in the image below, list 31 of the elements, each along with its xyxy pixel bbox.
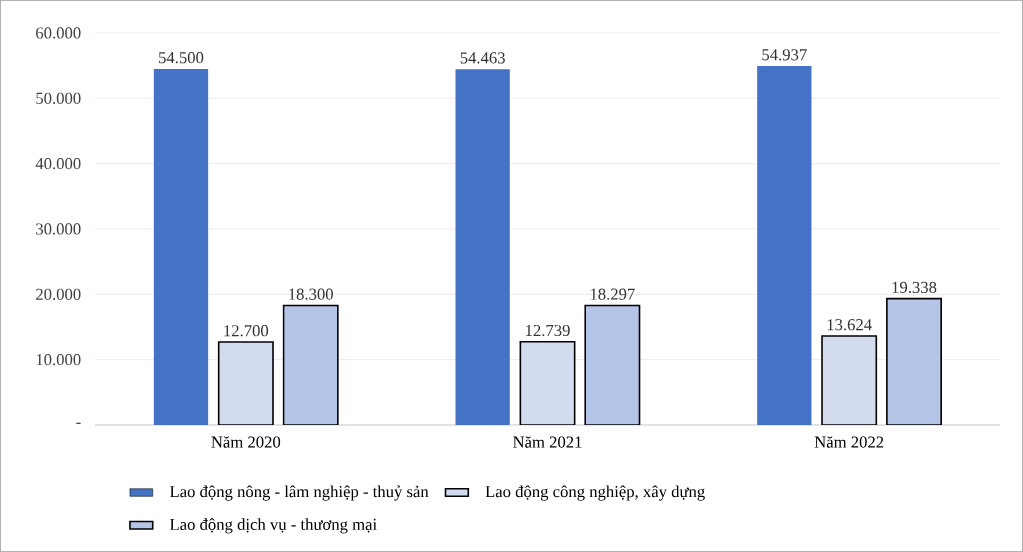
data-label: 12.700 bbox=[224, 325, 269, 337]
bar bbox=[757, 66, 812, 425]
bar bbox=[455, 69, 510, 425]
bar bbox=[217, 341, 274, 425]
x-tick-label: Năm 2020 bbox=[211, 436, 281, 448]
legend-label: Lao động công nghiệp, xây dựng bbox=[485, 485, 705, 501]
bar bbox=[584, 304, 641, 425]
data-label: 54.500 bbox=[159, 52, 204, 64]
data-label: 54.463 bbox=[460, 52, 505, 64]
data-label: 54.937 bbox=[762, 49, 807, 61]
y-tick-label: 10.000 bbox=[36, 354, 81, 366]
data-label: 13.624 bbox=[827, 319, 872, 331]
bar bbox=[153, 68, 209, 425]
y-tick-label: 60.000 bbox=[36, 27, 81, 39]
x-tick-label: Năm 2022 bbox=[814, 436, 884, 448]
data-label: 18.297 bbox=[590, 288, 635, 300]
y-tick-label: 30.000 bbox=[36, 223, 81, 235]
data-label: 18.300 bbox=[289, 288, 333, 300]
y-tick-label: 40.000 bbox=[35, 158, 81, 170]
y-tick-label: - bbox=[76, 422, 81, 424]
bar bbox=[821, 335, 878, 425]
bar bbox=[886, 297, 942, 425]
y-tick-label: 20.000 bbox=[36, 288, 81, 300]
data-label: 12.739 bbox=[526, 324, 570, 337]
data-label: 19.338 bbox=[892, 281, 937, 294]
x-tick-label: Năm 2021 bbox=[513, 436, 582, 448]
bar bbox=[519, 340, 576, 425]
legend-label: Lao động dịch vụ - thương mại bbox=[169, 518, 377, 534]
bar bbox=[282, 304, 339, 425]
y-tick-label: 50.000 bbox=[36, 92, 81, 104]
legend-label: Lao động nông - lâm nghiệp - thuỷ sản bbox=[169, 485, 429, 501]
